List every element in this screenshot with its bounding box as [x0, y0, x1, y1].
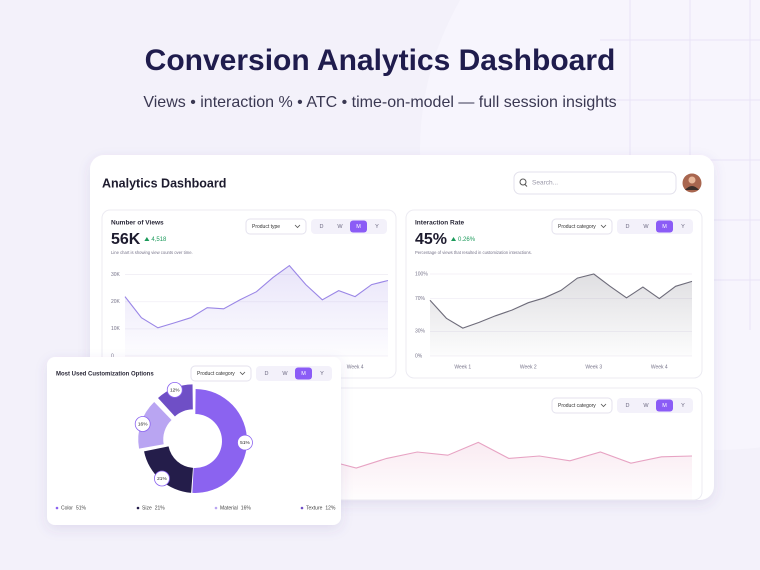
legend-label: Color — [61, 506, 73, 512]
period-label: W — [643, 403, 649, 409]
line — [124, 264, 389, 329]
filter-label: Product category — [197, 371, 235, 377]
donut-label-badge — [134, 416, 151, 432]
change-arrow — [144, 237, 150, 241]
search-box[interactable] — [513, 171, 677, 195]
period-label: Y — [320, 371, 324, 377]
legend-label: Material — [220, 506, 238, 512]
legend-value: 21% — [155, 506, 166, 512]
line — [429, 273, 693, 329]
kpi-change: 0.26% — [458, 237, 476, 243]
x-tick-label: Week 2 — [520, 364, 537, 370]
y-tick-label: 0% — [415, 353, 423, 359]
y-tick-label: 0 — [111, 353, 114, 359]
period-button[interactable] — [295, 367, 312, 380]
legend-dot — [300, 506, 304, 510]
period-label: M — [662, 224, 667, 230]
dashboard-title: Analytics Dashboard — [102, 176, 226, 190]
period-button[interactable] — [656, 220, 673, 233]
donut-label: 21% — [157, 476, 167, 482]
legend-value: 51% — [76, 506, 87, 512]
avatar-body — [685, 186, 699, 190]
line-area — [125, 265, 388, 356]
donut-segment — [192, 389, 248, 493]
period-switcher — [617, 398, 693, 413]
kpi-value: 56K — [111, 231, 141, 248]
donut-label-badge — [154, 470, 170, 487]
period-label: Y — [681, 224, 685, 230]
search-icon — [524, 184, 528, 187]
kpi-value: 45% — [415, 231, 447, 248]
chevron — [294, 224, 301, 229]
filter-label: Product type — [252, 224, 280, 230]
filter-dropdown[interactable] — [551, 397, 613, 414]
period-label: D — [320, 224, 324, 230]
page-subtitle: Views • interaction % • ATC • time-on-mo… — [143, 94, 616, 111]
legend-label: Texture — [306, 506, 323, 512]
card-title: Most Used Customization Options — [56, 372, 154, 378]
period-switcher — [256, 366, 332, 381]
x-tick-label: Week 1 — [454, 364, 471, 370]
legend-dot — [55, 506, 59, 510]
period-label: W — [337, 224, 343, 230]
period-label: D — [265, 371, 269, 377]
period-label: M — [356, 224, 361, 230]
legend-value: 12% — [325, 506, 336, 512]
period-label: Y — [681, 403, 685, 409]
legend-value: 16% — [241, 506, 252, 512]
kpi-description: Percentage of views that resulted in cus… — [415, 250, 532, 255]
legend-dot — [136, 506, 140, 510]
period-label: W — [282, 371, 288, 377]
panel-title: Interaction Rate — [415, 220, 465, 227]
legend-dot — [214, 506, 218, 510]
donut-segment — [158, 384, 193, 417]
search-placeholder: Search... — [532, 180, 558, 187]
y-tick-label: 70% — [415, 296, 426, 302]
filter-dropdown[interactable] — [551, 218, 613, 235]
period-label: W — [643, 224, 649, 230]
donut-label: 12% — [170, 387, 180, 393]
customization-card — [47, 357, 341, 525]
y-tick-label: 10K — [111, 326, 121, 332]
x-tick-label: Week 3 — [585, 364, 602, 370]
kpi-change: 4,518 — [151, 237, 167, 243]
filter-dropdown[interactable] — [245, 218, 307, 235]
period-button[interactable] — [656, 399, 673, 412]
panel-title: Number of Views — [111, 220, 164, 227]
chevron — [239, 371, 246, 376]
x-tick-label: Week 4 — [347, 364, 364, 370]
period-button[interactable] — [350, 220, 367, 233]
period-label: D — [626, 403, 630, 409]
donut-label-badge — [237, 434, 253, 451]
change-arrow — [451, 237, 457, 241]
donut-label: 16% — [138, 422, 148, 428]
period-label: M — [662, 403, 667, 409]
period-label: Y — [375, 224, 379, 230]
period-label: M — [301, 371, 306, 377]
filter-label: Product category — [558, 403, 596, 409]
line-area — [430, 274, 692, 356]
y-tick-label: 20K — [111, 299, 121, 305]
donut-segment — [144, 446, 193, 493]
kpi-description: Line chart is showing view counts over t… — [111, 250, 193, 255]
x-tick-label: Week 4 — [651, 364, 668, 370]
y-tick-label: 100% — [415, 271, 428, 277]
donut-label: 51% — [240, 440, 250, 446]
chevron — [600, 403, 607, 408]
period-switcher — [311, 219, 387, 234]
period-switcher — [617, 219, 693, 234]
y-tick-label: 30K — [111, 272, 121, 278]
page-title: Conversion Analytics Dashboard — [145, 44, 616, 77]
donut-label-badge — [166, 381, 183, 398]
legend-label: Size — [142, 506, 152, 512]
filter-label: Product category — [558, 224, 596, 230]
donut-segment — [138, 401, 172, 449]
period-label: D — [626, 224, 630, 230]
y-tick-label: 30% — [415, 329, 426, 335]
chevron — [600, 224, 607, 229]
filter-dropdown[interactable] — [190, 365, 252, 382]
avatar-face — [688, 176, 696, 184]
search-icon — [519, 178, 527, 186]
